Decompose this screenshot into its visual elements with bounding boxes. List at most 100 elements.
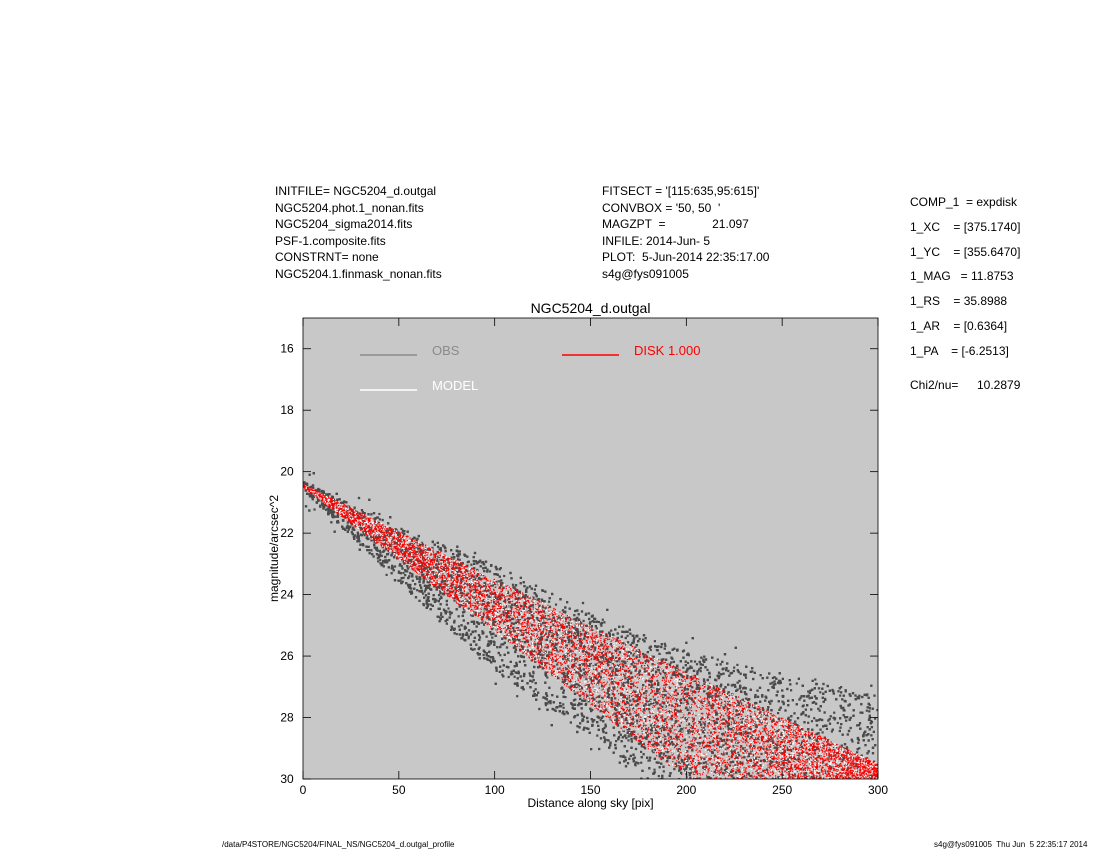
obs-point	[517, 619, 520, 622]
obs-point	[473, 648, 476, 651]
obs-point	[625, 737, 628, 740]
obs-point	[487, 640, 490, 643]
obs-point	[765, 747, 768, 750]
header-mid-line: INFILE: 2014-Jun- 5	[602, 233, 711, 248]
obs-point	[510, 670, 513, 673]
obs-point	[744, 676, 748, 679]
chi2-value: 10.2879	[977, 378, 1021, 392]
obs-point	[615, 740, 618, 743]
obs-point	[676, 674, 679, 677]
obs-point	[677, 761, 680, 764]
obs-point	[429, 603, 432, 606]
obs-point	[546, 702, 549, 705]
obs-point	[794, 757, 797, 760]
obs-point	[440, 596, 443, 600]
obs-point	[604, 738, 607, 741]
obs-point	[404, 574, 407, 577]
header-left-line: NGC5204.1.finmask_nonan.fits	[275, 266, 442, 281]
obs-point	[453, 621, 456, 624]
obs-point	[597, 705, 601, 708]
obs-point	[532, 615, 535, 618]
obs-point	[478, 576, 481, 580]
obs-point	[609, 744, 612, 747]
obs-point	[565, 625, 568, 628]
obs-point	[638, 673, 641, 676]
obs-point	[503, 653, 506, 656]
obs-point	[455, 633, 458, 636]
obs-point	[438, 597, 441, 600]
obs-point	[653, 768, 656, 771]
obs-point	[358, 524, 362, 527]
obs-point	[587, 700, 590, 703]
obs-point	[328, 497, 332, 500]
obs-point	[696, 673, 699, 676]
obs-point	[804, 708, 807, 711]
obs-point	[797, 677, 800, 680]
obs-point	[704, 761, 707, 764]
obs-point	[683, 698, 686, 702]
obs-point	[400, 527, 403, 530]
obs-point	[660, 645, 663, 649]
obs-point	[599, 719, 602, 722]
header-mid-block: FITSECT = '[115:635,95:615]' CONVBOX = '…	[602, 183, 769, 282]
obs-point	[598, 661, 601, 664]
obs-point	[640, 750, 643, 753]
obs-point	[876, 709, 878, 712]
obs-point	[516, 695, 519, 698]
obs-point	[467, 637, 470, 640]
obs-point	[601, 654, 604, 657]
obs-point	[517, 670, 520, 673]
obs-point	[379, 559, 382, 562]
obs-point	[438, 620, 441, 623]
obs-point	[744, 731, 747, 734]
obs-point	[844, 689, 847, 692]
obs-point	[728, 764, 732, 767]
obs-point	[584, 670, 587, 674]
obs-point	[677, 749, 680, 752]
header-left-line: CONSTRNT= none	[275, 250, 379, 264]
obs-point	[629, 754, 632, 757]
obs-point	[818, 755, 821, 758]
obs-point	[710, 706, 713, 710]
obs-point	[400, 582, 403, 585]
obs-point	[632, 654, 635, 657]
obs-point	[814, 678, 817, 681]
obs-point	[513, 675, 516, 678]
obs-point	[450, 574, 453, 577]
obs-point	[604, 654, 608, 657]
obs-point	[709, 692, 712, 695]
obs-point	[500, 607, 503, 610]
obs-point	[767, 689, 770, 692]
obs-point	[777, 712, 780, 715]
obs-point	[687, 732, 690, 735]
obs-point	[564, 696, 567, 699]
param-line: 1_RS = 35.8988	[910, 294, 1008, 309]
obs-point	[482, 653, 485, 657]
obs-point	[575, 683, 578, 686]
obs-point	[540, 649, 543, 652]
header-left-line: INITFILE= NGC5204_d.outgal	[275, 184, 437, 198]
obs-point	[591, 708, 594, 711]
obs-point	[624, 765, 628, 768]
obs-point	[699, 663, 702, 666]
obs-point	[367, 549, 371, 552]
obs-point	[771, 681, 774, 684]
obs-point	[782, 703, 785, 706]
obs-point	[846, 733, 849, 736]
obs-point	[377, 560, 380, 563]
obs-point	[378, 518, 381, 521]
obs-point	[472, 559, 475, 563]
obs-point	[495, 581, 498, 584]
obs-point	[553, 708, 556, 711]
obs-point	[783, 729, 786, 732]
obs-point	[738, 687, 742, 690]
obs-point	[535, 628, 538, 631]
obs-point	[499, 654, 502, 657]
obs-point	[819, 691, 822, 694]
obs-point	[651, 669, 654, 672]
obs-point	[627, 739, 630, 742]
obs-point	[623, 630, 626, 634]
obs-point	[649, 756, 652, 759]
obs-point	[813, 717, 816, 720]
obs-point	[799, 696, 802, 699]
